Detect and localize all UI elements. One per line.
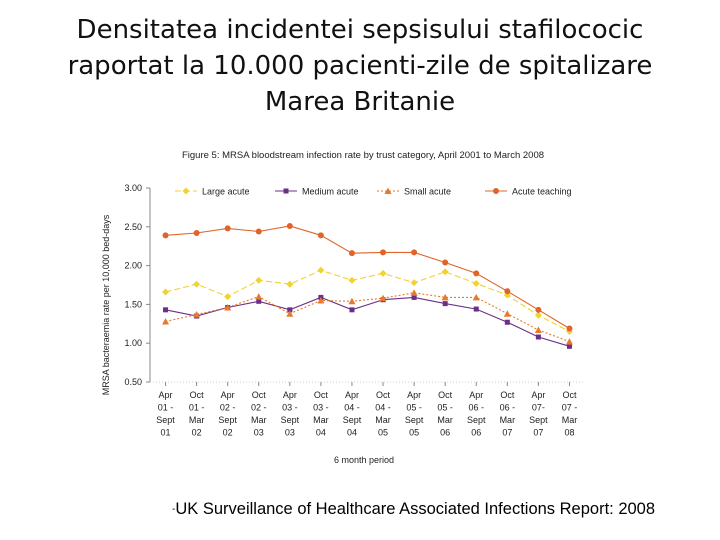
slide-title-line-2: raportat la 10.000 pacienti-zile de spit… (67, 51, 653, 81)
x-tick-label: Oct 03 -Mar 04 (313, 390, 329, 438)
y-tick-label: 2.50 (124, 222, 142, 232)
data-point-medium-acute (535, 334, 541, 340)
legend-marker-acute-teaching (493, 188, 499, 194)
source-citation: UK Surveillance of Healthcare Associated… (175, 500, 656, 518)
y-tick-label: 1.00 (124, 338, 142, 348)
x-tick-label: Apr 03 -Sept 03 (281, 390, 300, 438)
series-line-medium-acute (165, 296, 570, 347)
legend-label-acute-teaching: Acute teaching (512, 187, 572, 197)
data-point-small-acute (441, 293, 449, 301)
data-point-medium-acute (442, 301, 448, 307)
series-line-large-acute (165, 269, 570, 333)
y-tick-label: 2.00 (124, 261, 142, 271)
source-dash: - (172, 504, 176, 516)
y-tick-label: 0.50 (124, 377, 142, 387)
data-point-medium-acute (163, 307, 169, 313)
data-point-small-acute (348, 297, 356, 305)
slide-title-line-3: Marea Britanie (264, 87, 456, 117)
data-point-acute-teaching (348, 250, 355, 257)
data-point-large-acute (224, 293, 232, 301)
y-tick-label: 3.00 (124, 183, 142, 193)
data-point-acute-teaching (473, 270, 480, 277)
data-point-medium-acute (349, 307, 355, 313)
data-point-acute-teaching (566, 325, 573, 332)
data-point-medium-acute (411, 294, 417, 300)
data-point-large-acute (193, 280, 201, 288)
data-point-small-acute (162, 317, 170, 325)
x-tick-label: Oct 07 -Mar 08 (562, 390, 578, 438)
data-point-large-acute (534, 311, 542, 319)
series-line-small-acute (165, 292, 570, 343)
data-point-acute-teaching (504, 288, 511, 295)
x-tick-label: Apr 07-Sept 07 (529, 390, 548, 438)
x-tick-label: Apr 04 -Sept 04 (343, 390, 362, 438)
x-tick-label: Oct 05 -Mar 06 (437, 390, 453, 438)
x-axis-label: 6 month period (334, 455, 394, 465)
x-tick-label: Apr 01 -Sept 01 (156, 390, 175, 438)
data-point-large-acute (286, 280, 294, 288)
data-point-large-acute (162, 288, 170, 296)
data-point-small-acute (503, 310, 511, 317)
data-point-large-acute (441, 268, 449, 276)
data-point-small-acute (317, 297, 325, 304)
series-line-acute-teaching (165, 225, 570, 329)
slide-title-line-1: Densitatea incidentei sepsisului stafilo… (76, 15, 644, 45)
data-point-large-acute (255, 276, 263, 284)
data-point-large-acute (348, 276, 356, 284)
legend-label-small-acute: Small acute (404, 187, 451, 197)
data-point-acute-teaching (442, 259, 449, 266)
data-point-small-acute (410, 289, 418, 296)
slide-title: Densitatea incidentei sepsisului stafilo… (0, 12, 720, 120)
data-point-small-acute (286, 310, 294, 317)
data-point-medium-acute (473, 306, 479, 312)
mrsa-line-chart: Figure 5: MRSA bloodstream infection rat… (101, 150, 585, 465)
y-axis-label: MRSA bacteraemia rate per 10,000 bed-day… (101, 214, 111, 395)
y-tick-label: 1.50 (124, 299, 142, 309)
data-point-acute-teaching (411, 249, 418, 256)
data-point-acute-teaching (535, 306, 542, 313)
data-point-small-acute (255, 293, 263, 300)
data-point-acute-teaching (255, 228, 262, 235)
legend-marker-medium-acute (283, 188, 289, 194)
chart-title: Figure 5: MRSA bloodstream infection rat… (182, 150, 544, 161)
data-point-acute-teaching (162, 232, 169, 239)
x-tick-label: Oct 02 -Mar 03 (251, 390, 267, 438)
data-point-large-acute (379, 269, 387, 277)
data-point-small-acute (379, 294, 387, 302)
legend-label-medium-acute: Medium acute (302, 187, 359, 197)
data-point-medium-acute (256, 298, 262, 304)
data-point-acute-teaching (380, 249, 387, 256)
data-point-medium-acute (287, 307, 293, 313)
data-point-small-acute (534, 326, 542, 334)
data-point-small-acute (224, 304, 232, 311)
data-point-acute-teaching (317, 232, 324, 239)
legend-marker-large-acute (182, 187, 190, 195)
data-point-acute-teaching (286, 223, 293, 230)
x-tick-label: Oct 01 -Mar 02 (189, 390, 205, 438)
legend-marker-small-acute (384, 187, 392, 194)
data-point-medium-acute (566, 343, 572, 349)
x-tick-label: Oct 04 -Mar 05 (375, 390, 391, 438)
legend-label-large-acute: Large acute (202, 187, 250, 197)
x-tick-label: Oct 06 -Mar 07 (500, 390, 516, 438)
source-note: -UK Surveillance of Healthcare Associate… (172, 500, 717, 519)
data-point-small-acute (565, 338, 573, 345)
x-tick-label: Apr 06 -Sept 06 (467, 390, 486, 438)
data-point-small-acute (472, 293, 480, 301)
x-tick-label: Apr 02 -Sept 02 (218, 390, 237, 438)
data-point-small-acute (193, 310, 201, 318)
data-point-large-acute (410, 279, 418, 287)
data-point-acute-teaching (193, 230, 200, 237)
data-point-large-acute (472, 279, 480, 287)
data-point-medium-acute (504, 319, 510, 325)
data-point-acute-teaching (224, 225, 231, 232)
x-tick-label: Apr 05 -Sept 05 (405, 390, 424, 438)
data-point-large-acute (317, 266, 325, 274)
